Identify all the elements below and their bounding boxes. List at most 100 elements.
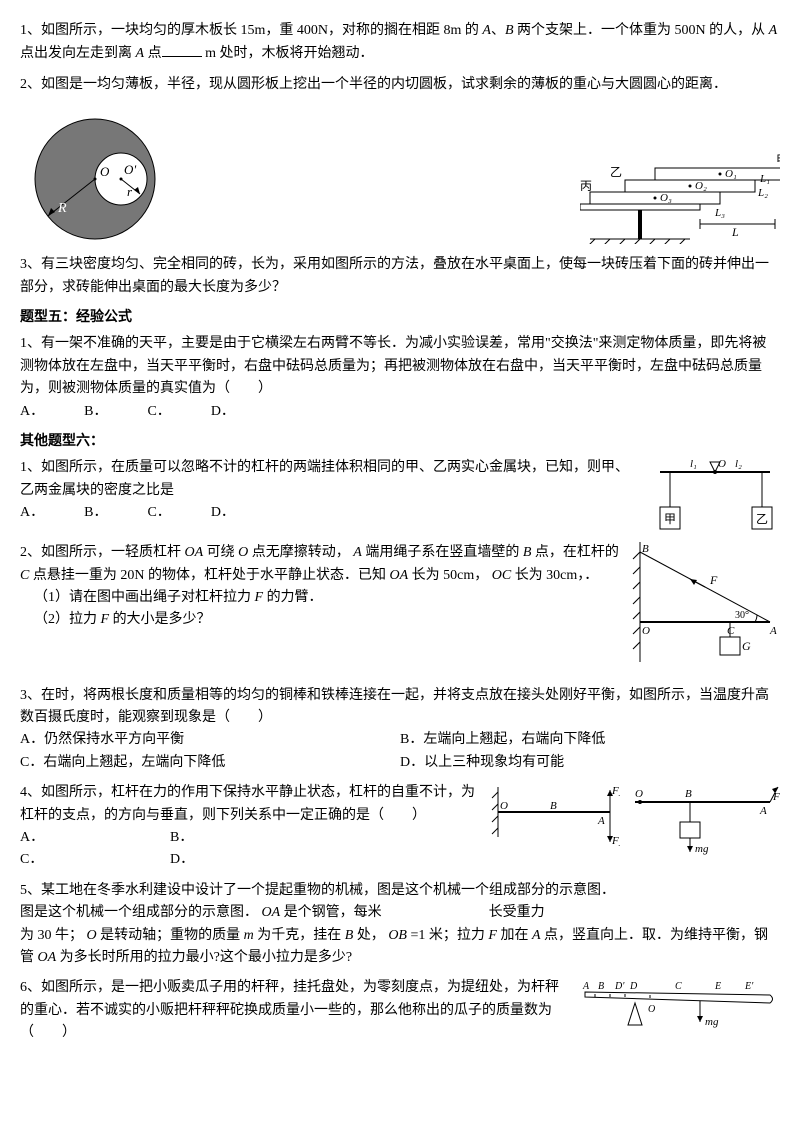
lbl-l2: l₂	[735, 458, 742, 470]
opt-C: C．	[20, 849, 170, 871]
opt-A: A．仍然保持水平方向平衡	[20, 729, 400, 751]
opt-B: B．	[84, 401, 107, 423]
q1-text-e: m 处时，木板将开始翘动．	[205, 46, 373, 61]
t: 为 30 牛；	[20, 928, 83, 943]
v: OA	[389, 568, 408, 583]
lbl-A: A	[759, 805, 767, 817]
t: 为多长时所用的拉力最小?这个最小拉力是多少?	[60, 950, 352, 965]
q5-1-text: 1、有一架不准确的天平，主要是由于它横梁左右两臂不等长．为减小实验误差，常用"交…	[20, 336, 766, 396]
question-6-2: 2、如图所示，一轻质杠杆 OA 可绕 O 点无摩擦转动， A 端用绳子系在竖直墙…	[20, 542, 620, 632]
t: 端用绳子系在竖直墙壁的	[365, 545, 519, 560]
lbl-L3: L₃	[714, 207, 725, 219]
q5-1-options: A． B． C． D．	[20, 401, 780, 423]
opt-A: A．	[20, 502, 44, 524]
v: OA	[38, 950, 57, 965]
lbl-A: A	[769, 625, 777, 637]
t: 点无摩擦转动，	[252, 545, 350, 560]
lbl-C: C	[675, 981, 682, 992]
v: C	[20, 568, 29, 583]
t: 点悬挂一重为 20N 的物体，杠杆处于水平静止状态．已知	[33, 568, 386, 583]
lbl-O: O	[718, 458, 726, 470]
lbl-A: A	[597, 815, 605, 827]
q6-4-options: A． B． C． D．	[20, 827, 320, 872]
q1-text-d: 点	[148, 46, 162, 61]
lbl-B: B	[550, 800, 557, 812]
t: 图是这个机械一个组成部分的示意图．	[20, 905, 258, 920]
t: 长为 30cm，．	[515, 568, 599, 583]
q6-3-options: A．仍然保持水平方向平衡 B．左端向上翘起，右端向下降低 C．右端向上翘起，左端…	[20, 729, 780, 774]
q6-2-sub1: （1）请在图中画出绳子对杠杆拉力 F 的力臂．	[20, 587, 620, 609]
lbl-C: C	[727, 625, 735, 637]
question-2: 2、如图是一均匀薄板，半径，现从圆形板上挖出一个半径的内切圆板，试求剩余的薄板的…	[20, 74, 780, 96]
lbl-E: E	[714, 981, 721, 992]
q6-3-text: 3、在时，将两根长度和质量相等的均匀的铜棒和铁棒连接在一起，并将支点放在接头处刚…	[20, 688, 769, 725]
question-6-6: 6、如图所示，是一把小贩卖瓜子用的杆秤，挂托盘处，为零刻度点，为提纽处，为杆秤的…	[20, 977, 570, 1044]
v: OA	[262, 905, 281, 920]
lbl-O: O	[635, 788, 643, 800]
question-6-5: 5、某工地在冬季水利建设中设计了一个提起重物的机械，图是这个机械一个组成部分的示…	[20, 880, 780, 970]
v: F	[255, 590, 264, 605]
t: 为千克，挂在	[257, 928, 341, 943]
question-6-6-row: 6、如图所示，是一把小贩卖瓜子用的杆秤，挂托盘处，为零刻度点，为提纽处，为杆秤的…	[20, 977, 780, 1052]
section-5-title: 题型五：经验公式	[20, 307, 780, 329]
t: 加在	[500, 928, 528, 943]
q3-text: 3、有三块密度均匀、完全相同的砖，长为，采用如图所示的方法，叠放在水平桌面上，使…	[20, 257, 769, 294]
v: F	[101, 612, 110, 627]
q6-6-text: 6、如图所示，是一把小贩卖瓜子用的杆秤，挂托盘处，为零刻度点，为提纽处，为杆秤的…	[20, 980, 559, 1040]
t: 是个钢管，每米	[284, 905, 382, 920]
question-6-4: 4、如图所示，杠杆在力的作用下保持水平静止状态，杠杆的自重不计，为杠杆的支点，的…	[20, 782, 480, 872]
question-6-2-row: 2、如图所示，一轻质杠杆 OA 可绕 O 点无摩擦转动， A 端用绳子系在竖直墙…	[20, 542, 780, 662]
q1-var-B: B	[505, 23, 514, 38]
lbl-O3: O₃	[660, 192, 672, 204]
lbl-FA: F_A	[611, 785, 620, 797]
q1-blank	[162, 42, 202, 57]
figure-6-1-lever: l₁ l₂ O 甲 乙	[650, 457, 780, 542]
t: 是转动轴；重物的质量	[100, 928, 240, 943]
figure-circle: O O' R r	[20, 104, 190, 254]
opt-D: D．以上三种现象均有可能	[400, 752, 780, 774]
lbl-A: A	[582, 981, 590, 992]
opt-A: A．	[20, 401, 44, 423]
lbl-jia: 甲	[776, 153, 780, 167]
t: 点，在杠杆的	[535, 545, 619, 560]
opt-B: B．左端向上翘起，右端向下降低	[400, 729, 780, 751]
lbl-mg: mg	[705, 1016, 719, 1028]
opt-B: B．	[84, 502, 107, 524]
q1-var-A2: A	[769, 23, 778, 38]
lbl-O1: O₁	[725, 168, 737, 180]
opt-C: C．	[147, 401, 170, 423]
lbl-Ep: E'	[744, 981, 754, 992]
t: =1 米；拉力	[410, 928, 484, 943]
opt-C: C．	[147, 502, 170, 524]
v: OA	[185, 545, 204, 560]
v: A	[353, 545, 362, 560]
lbl-mg: mg	[695, 843, 709, 855]
lbl-O2: O₂	[695, 180, 707, 192]
question-6-1-row: 1、如图所示，在质量可以忽略不计的杠杆的两端挂体积相同的甲、乙两实心金属块，已知…	[20, 457, 780, 542]
q1-var-A: A	[482, 23, 491, 38]
question-6-4-row: 4、如图所示，杠杆在力的作用下保持水平静止状态，杠杆的自重不计，为杠杆的支点，的…	[20, 782, 780, 880]
v: B	[345, 928, 354, 943]
opt-D: D．	[211, 401, 235, 423]
lbl-O: O	[500, 800, 508, 812]
figure-6-6-steelyard: A B D' D C E E' O mg	[580, 977, 780, 1047]
t: 可绕	[207, 545, 235, 560]
q1-text: 1、如图所示，一块均匀的厚木板长 15m，重 400N，对称的搁在相距 8m 的	[20, 23, 479, 38]
v: m	[244, 928, 254, 943]
opt-D: D．	[211, 502, 235, 524]
lbl-F: F	[709, 573, 718, 587]
section-6-title: 其他题型六：	[20, 431, 780, 453]
lbl-ang: 30°	[735, 610, 749, 621]
t: 5、某工地在冬季水利建设中设计了一个提起重物的机械，图是这个机械一个组成部分的示…	[20, 883, 615, 898]
figure-bricks: O₁ O₂ O₃ 甲 乙 丙 L₁ L₂ L₃ L	[580, 104, 780, 244]
q1-text-c: 点出发向左走到离	[20, 46, 132, 61]
lbl-L2: L₂	[757, 187, 768, 199]
lbl-B: B	[642, 543, 649, 555]
t: 2、如图所示，一轻质杠杆	[20, 545, 181, 560]
q1-text-b: 两个支架上．一个体重为 500N 的人，从	[517, 23, 765, 38]
v: OC	[492, 568, 511, 583]
t: 长为 50cm，	[412, 568, 489, 583]
lbl-yi: 乙	[610, 165, 622, 179]
figure-6-4-b: O B A F mg	[630, 782, 780, 862]
lbl-F: F	[772, 791, 780, 803]
